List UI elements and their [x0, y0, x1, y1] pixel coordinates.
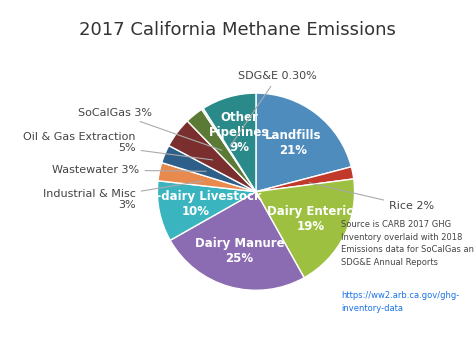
Text: SoCalGas 3%: SoCalGas 3% [78, 108, 222, 150]
Text: Industrial & Misc
3%: Industrial & Misc 3% [43, 181, 203, 211]
Text: https://ww2.arb.ca.gov/ghg-
inventory-data: https://ww2.arb.ca.gov/ghg- inventory-da… [341, 291, 459, 313]
Wedge shape [170, 192, 304, 290]
Wedge shape [256, 167, 354, 192]
Wedge shape [157, 181, 256, 240]
Text: Other
Pipelines
9%: Other Pipelines 9% [209, 111, 269, 154]
Text: Non-dairy Livestock
10%: Non-dairy Livestock 10% [130, 190, 262, 218]
Text: Wastewater 3%: Wastewater 3% [53, 165, 206, 175]
Wedge shape [158, 163, 256, 192]
Text: Dairy Enteric
19%: Dairy Enteric 19% [267, 205, 354, 233]
Text: SDG&E 0.30%: SDG&E 0.30% [230, 71, 317, 146]
Text: Landfills
21%: Landfills 21% [265, 129, 321, 157]
Wedge shape [162, 146, 256, 192]
Wedge shape [169, 121, 256, 192]
Text: 2017 California Methane Emissions: 2017 California Methane Emissions [79, 21, 395, 39]
Text: Oil & Gas Extraction
5%: Oil & Gas Extraction 5% [23, 132, 213, 160]
Wedge shape [187, 109, 256, 192]
Wedge shape [256, 179, 355, 278]
Wedge shape [203, 93, 256, 192]
Wedge shape [202, 108, 256, 192]
Text: Rice 2%: Rice 2% [309, 183, 434, 212]
Text: Source is CARB 2017 GHG
Inventory overlaid with 2018
Emissions data for SoCalGas: Source is CARB 2017 GHG Inventory overla… [341, 220, 474, 267]
Text: Dairy Manure
25%: Dairy Manure 25% [195, 236, 284, 264]
Wedge shape [256, 93, 351, 192]
